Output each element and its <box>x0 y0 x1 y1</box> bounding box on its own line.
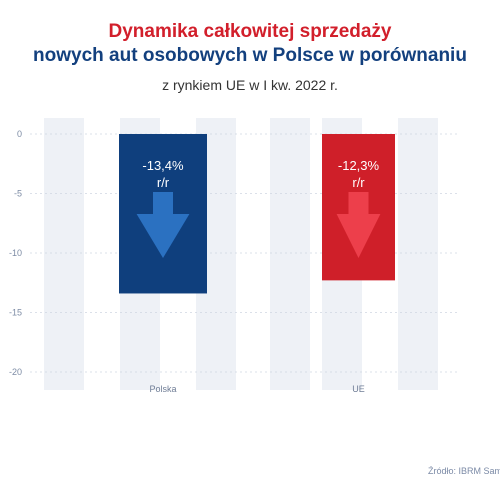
y-tick-label: 0 <box>17 129 22 139</box>
data-label-eu: r/r <box>352 175 365 190</box>
title-line-2: nowych aut osobowych w Polsce w porównan… <box>33 45 467 66</box>
y-tick-label: -15 <box>9 308 22 318</box>
data-label-eu: -12,3% <box>338 158 380 173</box>
y-tick-label: -20 <box>9 367 22 377</box>
chart-title: Dynamika całkowitej sprzedaży nowych aut… <box>0 20 500 96</box>
arrow-down-icon-poland <box>136 192 190 258</box>
title-line-1: Dynamika całkowitej sprzedaży <box>108 21 392 42</box>
source-note: Źródło: IBRM Sam <box>428 466 500 476</box>
background-band-0 <box>44 118 84 390</box>
chart-subtitle: z rynkiem UE w I kw. 2022 r. <box>162 77 338 93</box>
arrow-down-icon-eu <box>336 192 381 258</box>
data-label-poland: r/r <box>157 175 170 190</box>
y-tick-label: -5 <box>14 189 22 199</box>
background-band-3 <box>270 118 310 390</box>
data-label-poland: -13,4% <box>142 158 184 173</box>
category-label-poland: Polska <box>149 384 176 394</box>
category-label-eu: UE <box>352 384 365 394</box>
background-band-5 <box>398 118 438 390</box>
y-tick-label: -10 <box>9 248 22 258</box>
